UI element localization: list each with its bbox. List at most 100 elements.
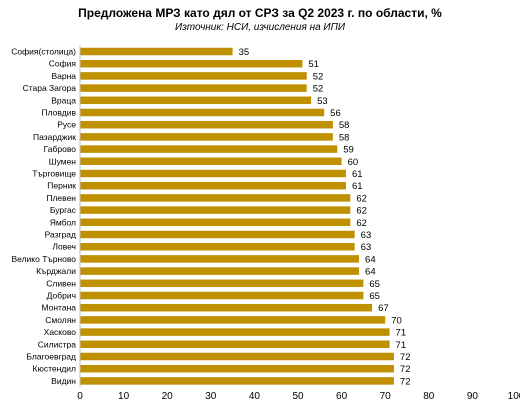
value-label: 62 [356, 218, 367, 229]
value-label: 67 [378, 303, 389, 314]
value-label: 65 [369, 279, 380, 290]
category-label: Хасково [44, 327, 77, 337]
category-label: Търговище [32, 169, 76, 179]
bar [80, 340, 390, 349]
category-label: Кърджали [36, 266, 76, 276]
category-label: Стара Загора [23, 83, 77, 93]
bar [80, 352, 394, 361]
bar [80, 255, 360, 263]
value-label: 60 [348, 157, 359, 168]
bar [80, 218, 351, 227]
bar [80, 267, 360, 275]
value-label: 71 [396, 340, 407, 351]
category-label: Варна [51, 71, 76, 81]
x-tick-label: 100 [508, 391, 520, 402]
category-label: Русе [57, 120, 76, 130]
value-label: 59 [343, 145, 354, 156]
category-label: Смолян [45, 315, 76, 325]
category-label: Пловдив [41, 108, 76, 118]
x-tick-label: 60 [336, 391, 348, 402]
bar [80, 47, 233, 56]
category-label: Пазарджик [33, 132, 76, 142]
value-label: 72 [400, 376, 411, 387]
bar [80, 194, 351, 202]
x-tick-label: 30 [205, 391, 217, 402]
category-label: Разград [45, 230, 76, 240]
x-tick-label: 50 [292, 391, 304, 402]
value-label: 65 [369, 291, 380, 302]
value-label: 72 [400, 352, 411, 363]
bar [80, 169, 346, 178]
category-label: Монтана [41, 303, 76, 313]
category-label: Добрич [47, 291, 76, 301]
category-label: Ямбол [50, 217, 76, 227]
bar [80, 96, 312, 105]
category-label: Шумен [49, 156, 77, 166]
bar [80, 181, 346, 190]
category-label: София [49, 59, 77, 69]
category-label: Враца [51, 95, 76, 105]
category-label: Перник [47, 181, 76, 191]
category-label: Видин [51, 376, 76, 386]
x-tick-label: 90 [467, 391, 479, 402]
value-label: 53 [317, 96, 328, 107]
bar [80, 206, 351, 214]
value-label: 64 [365, 267, 376, 278]
value-label: 61 [352, 169, 363, 180]
x-tick-label: 80 [423, 391, 435, 402]
value-label: 51 [308, 59, 319, 70]
bar [80, 59, 303, 68]
category-label: Сливен [46, 278, 76, 288]
x-tick-label: 10 [118, 391, 130, 402]
value-label: 62 [356, 193, 367, 204]
value-label: 70 [391, 315, 402, 326]
bar [80, 230, 355, 239]
value-label: 52 [313, 84, 324, 95]
value-label: 52 [313, 71, 324, 82]
value-label: 72 [400, 364, 411, 375]
bar [80, 328, 390, 336]
bar [80, 133, 333, 141]
category-label: Кюстендил [33, 364, 77, 374]
value-label: 62 [356, 206, 367, 217]
bar [80, 377, 394, 385]
bar [80, 303, 373, 312]
bar [80, 316, 386, 324]
value-label: 63 [361, 242, 372, 253]
bar [80, 157, 342, 166]
bars-group: София(столица) 35 София 51 Варна 52 Стара Заго… [11, 47, 410, 388]
category-label: Бургас [50, 205, 77, 215]
bar [80, 72, 307, 80]
x-tick-label: 0 [77, 391, 83, 402]
bar [80, 145, 338, 153]
value-label: 63 [361, 230, 372, 241]
category-label: Силистра [38, 339, 76, 349]
category-label: София(столица) [11, 47, 76, 57]
value-label: 35 [239, 47, 250, 58]
category-label: Велико Търново [11, 254, 76, 264]
category-label: Габрово [44, 144, 77, 154]
bar [80, 84, 307, 92]
category-label: Ловеч [52, 242, 76, 252]
value-label: 58 [339, 120, 350, 131]
bar [80, 291, 364, 300]
chart-title: Предложена МРЗ като дял от СРЗ за Q2 202… [78, 6, 442, 20]
value-label: 56 [330, 108, 341, 119]
bar [80, 120, 333, 129]
bar [80, 242, 355, 251]
x-tick-label: 70 [380, 391, 392, 402]
value-label: 58 [339, 132, 350, 143]
bar [80, 364, 394, 373]
value-label: 64 [365, 254, 376, 265]
chart-subtitle: Източник: НСИ, изчисления на ИПИ [175, 22, 345, 33]
x-axis-ticks: 0 10 20 30 40 50 60 70 80 90 100 [77, 391, 520, 402]
value-label: 71 [396, 328, 407, 339]
category-label: Плевен [46, 193, 76, 203]
value-label: 61 [352, 181, 363, 192]
bar [80, 279, 364, 288]
x-tick-label: 20 [162, 391, 174, 402]
x-tick-label: 40 [249, 391, 261, 402]
bar [80, 108, 325, 117]
category-label: Благоевград [26, 352, 76, 362]
